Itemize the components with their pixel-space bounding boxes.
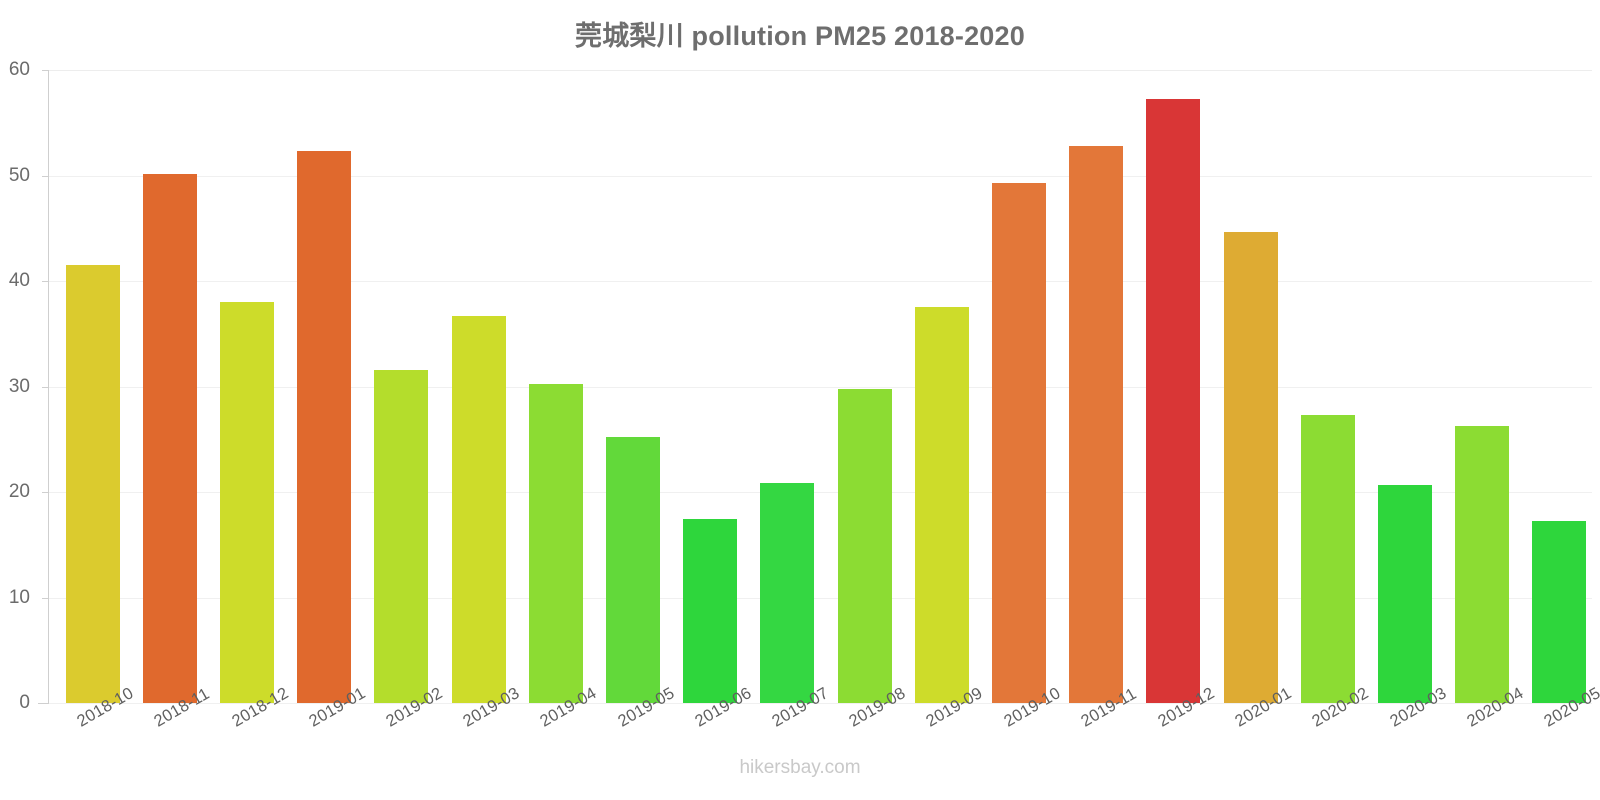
bar-2019-11[interactable]	[1069, 145, 1124, 703]
bar-2019-05[interactable]	[605, 437, 660, 703]
plot-area: 0 10 20 30 40 50 60 2018-10 2018-11 2018-12 2019-…	[9, 59, 1600, 731]
bar-2020-05[interactable]	[1532, 520, 1587, 703]
y-tick-label-10: 10	[8, 586, 30, 608]
bar-2019-02[interactable]	[374, 369, 429, 703]
y-tick-label-50: 50	[8, 164, 30, 186]
gridline-10	[48, 597, 1592, 599]
bar-2020-02[interactable]	[1300, 415, 1355, 703]
gridline-30	[48, 386, 1592, 388]
y-tick-mark-40	[42, 281, 49, 282]
bar-2018-11[interactable]	[142, 174, 197, 703]
bar-2020-01[interactable]	[1223, 232, 1278, 703]
bar-2019-04[interactable]	[528, 384, 583, 703]
y-tick-label-20: 20	[8, 481, 30, 502]
gridline-50	[48, 175, 1592, 177]
bar-2018-10[interactable]	[65, 265, 120, 703]
y-tick-mark-30	[42, 386, 49, 388]
gridline-0	[48, 703, 1592, 704]
bar-2019-03[interactable]	[451, 315, 506, 703]
y-tick-mark-10	[42, 597, 49, 599]
chart-title: 莞城梨川 pollution PM25 2018-2020	[575, 21, 1025, 51]
gridline-40	[48, 281, 1592, 282]
bar-2018-12[interactable]	[219, 302, 274, 703]
y-tick-label-0: 0	[19, 692, 30, 713]
y-tick-mark-60	[42, 70, 49, 71]
bar-2019-06[interactable]	[683, 519, 738, 703]
y-tick-label-30: 30	[8, 375, 30, 397]
footer-credit: hikersbay.com	[739, 757, 861, 778]
y-tick-mark-50	[42, 175, 49, 177]
bar-2019-10[interactable]	[991, 182, 1046, 703]
bar-2020-03[interactable]	[1377, 484, 1432, 703]
bar-2020-04[interactable]	[1455, 425, 1510, 703]
bar-2019-08[interactable]	[837, 388, 892, 703]
bar-2019-09[interactable]	[914, 307, 969, 703]
y-tick-mark-20	[42, 492, 49, 493]
gridline-60	[48, 70, 1592, 71]
bar-2019-07[interactable]	[760, 482, 815, 703]
bar-2019-01[interactable]	[297, 151, 352, 703]
y-tick-label-40: 40	[8, 270, 30, 291]
bars-layer	[48, 70, 1592, 703]
gridline-20	[48, 492, 1592, 493]
bar-2019-12[interactable]	[1146, 98, 1201, 703]
y-tick-label-60: 60	[8, 59, 30, 80]
y-tick-mark-0	[42, 703, 49, 704]
